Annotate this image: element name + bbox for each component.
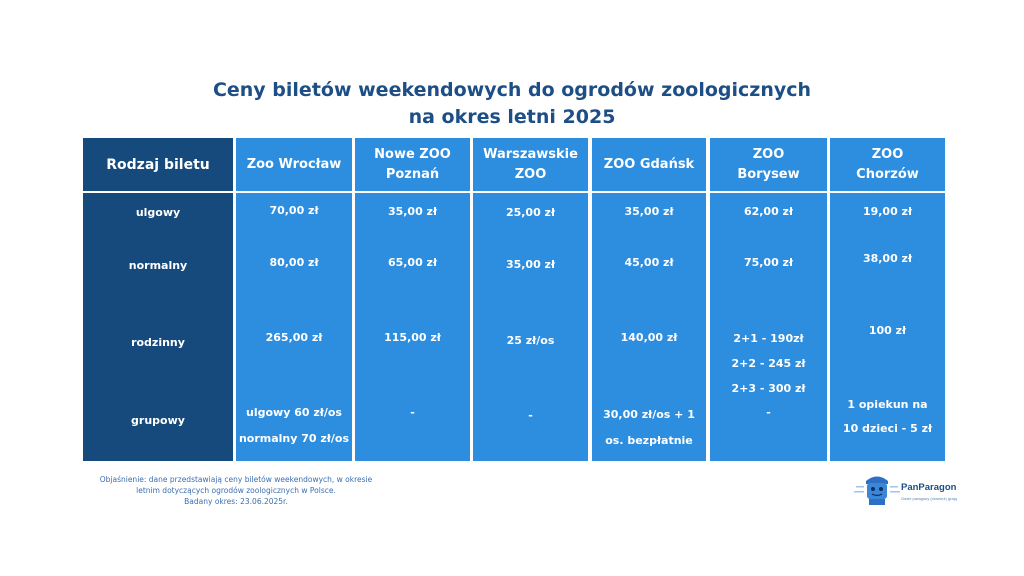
price-rodzinny: 140,00 zł [620, 331, 678, 344]
price-grupowy: - [766, 406, 771, 419]
zoo-header: ZOO Borysew [710, 138, 827, 193]
price-grupowy: - [528, 409, 533, 422]
price-grupowy-line1: 1 opiekun na [847, 398, 928, 411]
chart-title-line2: na okres letni 2025 [408, 106, 616, 128]
row-label-normalny: normalny [128, 259, 188, 272]
price-normalny: 80,00 zł [269, 256, 319, 269]
price-grupowy-line2: os. bezpłatnie [605, 434, 693, 447]
zoo-name-line: Chorzów [856, 166, 919, 182]
footnote: Objaśnienie: dane przedstawiają ceny bil… [86, 474, 386, 507]
price-grupowy-line1: 30,00 zł/os + 1 [603, 408, 695, 421]
header-ticket-type: Rodzaj biletu [83, 138, 233, 193]
zoo-header: Warszawskie ZOO [473, 138, 588, 193]
price-rodzinny: 265,00 zł [265, 331, 323, 344]
zoo-header: Zoo Wrocław [236, 138, 352, 193]
footnote-line: letnim dotyczących ogrodów zoologicznych… [136, 486, 336, 495]
price-grupowy-line2: 10 dzieci - 5 zł [842, 422, 933, 435]
zoo-name-line: Warszawskie [483, 146, 578, 162]
zoo-name-line: Borysew [737, 166, 800, 182]
price-grupowy-line1: ulgowy 60 zł/os [246, 406, 342, 419]
price-ulgowy: 70,00 zł [269, 204, 319, 217]
ticket-type-column: Rodzaj biletu ulgowy normalny rodzinny g… [83, 138, 233, 461]
zoo-name-line: Zoo Wrocław [246, 156, 342, 172]
zoo-name-line: ZOO [514, 166, 547, 182]
price-normalny: 45,00 zł [624, 256, 674, 269]
row-label-grupowy: grupowy [131, 414, 185, 427]
zoo-name-line: ZOO Gdańsk [603, 156, 695, 172]
row-label-ulgowy: ulgowy [135, 206, 181, 219]
price-rodzinny: 100 zł [868, 324, 907, 337]
panparagon-mascot-icon [854, 476, 900, 505]
price-ulgowy: 35,00 zł [624, 205, 674, 218]
price-rodzinny: 25 zł/os [506, 334, 555, 347]
footnote-line: Badany okres: 23.06.2025r. [184, 497, 288, 506]
price-grupowy: - [410, 406, 415, 419]
chart-title-line1: Ceny biletów weekendowych do ogrodów zoo… [212, 79, 812, 101]
price-normalny: 75,00 zł [743, 256, 794, 269]
brand-name: PanParagon [901, 482, 957, 493]
zoo-name-line: Poznań [385, 166, 440, 182]
zoo-name-line: ZOO [752, 146, 785, 162]
price-normalny: 35,00 zł [505, 258, 556, 271]
price-normalny: 65,00 zł [387, 256, 438, 269]
row-label-rodzinny: rodzinny [131, 336, 185, 349]
price-ulgowy: 25,00 zł [505, 206, 556, 219]
zoo-name-line: Nowe ZOO [374, 146, 451, 162]
price-rodzinny: 115,00 zł [384, 331, 441, 344]
footnote-line: Objaśnienie: dane przedstawiają ceny bil… [99, 475, 373, 484]
zoo-header: ZOO Chorzów [830, 138, 945, 193]
zoo-header: ZOO Gdańsk [592, 138, 706, 193]
price-ulgowy: 35,00 zł [387, 205, 438, 218]
zoo-name-line: ZOO [871, 146, 904, 162]
brand-tagline: Gdzie paragony (również) grają [901, 496, 957, 501]
zoo-column-poznan: Nowe ZOO Poznań 35,00 zł 65,00 zł 115,00… [355, 138, 470, 461]
price-ulgowy: 19,00 zł [862, 205, 913, 218]
price-rodzinny-line1: 2+1 - 190zł [733, 332, 804, 345]
price-rodzinny-line3: 2+3 - 300 zł [731, 382, 806, 395]
zoo-column-chorzow: ZOO Chorzów 19,00 zł 38,00 zł 100 zł 1 o… [830, 138, 945, 461]
price-normalny: 38,00 zł [862, 252, 913, 265]
zoo-header: Nowe ZOO Poznań [355, 138, 470, 193]
price-rodzinny-line2: 2+2 - 245 zł [731, 357, 806, 370]
zoo-column-wroclaw: Zoo Wrocław 70,00 zł 80,00 zł 265,00 zł … [236, 138, 352, 461]
zoo-column-gdansk: ZOO Gdańsk 35,00 zł 45,00 zł 140,00 zł 3… [592, 138, 706, 461]
price-grupowy-line2: normalny 70 zł/os [238, 432, 350, 445]
zoo-column-warszawa: Warszawskie ZOO 25,00 zł 35,00 zł 25 zł/… [473, 138, 588, 461]
zoo-column-borysew: ZOO Borysew 62,00 zł 75,00 zł 2+1 - 190z… [710, 138, 827, 461]
price-ulgowy: 62,00 zł [743, 205, 794, 218]
